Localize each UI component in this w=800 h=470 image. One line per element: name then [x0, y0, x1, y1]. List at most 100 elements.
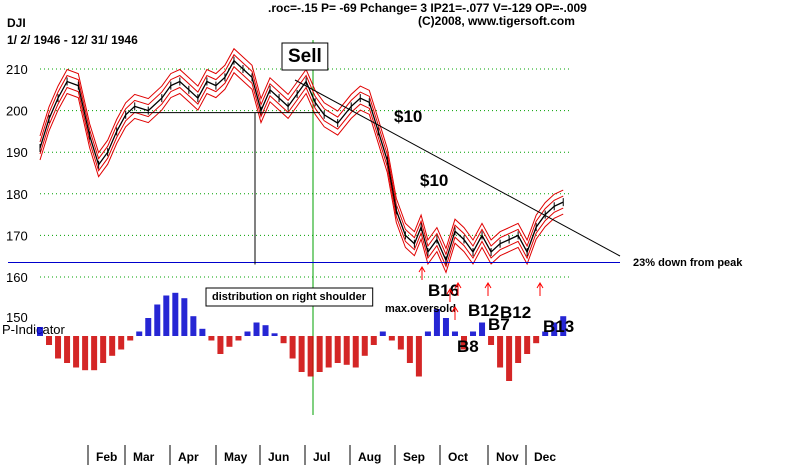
x-tick-oct: Oct [448, 450, 468, 464]
trendline [294, 79, 621, 257]
x-tick-nov: Nov [496, 450, 519, 464]
indicator-bar [497, 336, 504, 368]
annotation-group: Sell $10 $10 23% down from peak distribution… [205, 42, 743, 356]
x-tick-aug: Aug [358, 450, 381, 464]
x-tick-sep: Sep [403, 450, 425, 464]
lower-band-6 [39, 65, 564, 268]
buy-arrow-head [446, 288, 454, 295]
indicator-bar [271, 333, 278, 336]
indicator-bar [118, 336, 125, 350]
indicator-bar [64, 336, 71, 363]
grid-group [40, 40, 570, 415]
indicator-bar [370, 336, 377, 345]
indicator-bar [37, 327, 43, 336]
indicator-bar [343, 336, 350, 365]
indicator-bar [397, 336, 404, 350]
indicator-group [37, 292, 567, 381]
buy-arrow-head [454, 282, 462, 289]
annotation-0: Sell [288, 46, 322, 67]
x-tick-jul: Jul [313, 450, 330, 464]
y-tick-210: 210 [6, 62, 28, 77]
indicator-bar [136, 331, 143, 336]
indicator-bar [442, 318, 449, 336]
annotation-7: B12 [468, 301, 499, 320]
indicator-bar [415, 336, 422, 377]
y-tick-170: 170 [6, 228, 28, 243]
indicator-bar [325, 336, 332, 368]
indicator-bar [280, 336, 287, 344]
indicator-bar [361, 336, 368, 356]
indicator-bar [433, 309, 440, 336]
indicator-bar [406, 336, 413, 363]
indicator-bar [181, 298, 188, 336]
indicator-bar [542, 331, 549, 336]
indicator-bar [515, 336, 522, 363]
date-range-label: 1/ 2/ 1946 - 12/ 31/ 1946 [7, 33, 138, 47]
indicator-bar [316, 336, 323, 372]
indicator-bar [551, 322, 558, 336]
indicator-bar [470, 331, 477, 336]
annotation-8: B7 [488, 315, 510, 334]
indicator-bar [55, 336, 62, 359]
indicator-title: P-Indicator [2, 322, 66, 337]
y-tick-160: 160 [6, 270, 28, 285]
y-tick-200: 200 [6, 104, 28, 119]
x-tick-mar: Mar [133, 450, 155, 464]
indicator-bar [524, 336, 531, 354]
annotation-1: $10 [394, 107, 422, 126]
indicator-bar [307, 336, 314, 377]
indicator-bar [488, 336, 495, 345]
indicator-bar [145, 318, 152, 336]
indicator-bar [217, 336, 224, 354]
x-tick-jun: Jun [268, 450, 289, 464]
indicator-bar [479, 322, 486, 336]
price-group [8, 56, 621, 265]
upper-band-6 [39, 53, 564, 256]
lower-band-12 [39, 71, 564, 274]
buy-arrow-head [451, 306, 459, 313]
x-tick-may: May [224, 450, 248, 464]
annotation-4: distribution on right shoulder [212, 291, 367, 303]
buy-arrow-head [536, 282, 544, 289]
buy-arrow-head [484, 282, 492, 289]
y-tick-190: 190 [6, 145, 28, 160]
buy-arrow-head [418, 266, 426, 273]
indicator-bar [91, 336, 98, 371]
indicator-bar [208, 336, 215, 341]
annotation-9: B12 [500, 303, 531, 322]
indicator-bar [190, 316, 197, 336]
indicator-bar [127, 336, 134, 341]
y-tick-150: 150 [6, 310, 28, 325]
annotation-box-4 [205, 287, 374, 307]
indicator-bar [163, 295, 170, 336]
annotation-6: max.oversold [385, 303, 456, 315]
y-tick-180: 180 [6, 187, 28, 202]
indicator-bar [226, 336, 233, 347]
indicator-bar [298, 336, 305, 372]
annotation-2: $10 [420, 171, 448, 190]
indicator-bar [352, 336, 359, 368]
annotation-10: B8 [457, 337, 479, 356]
indicator-bar [334, 336, 341, 363]
upper-band-12 [39, 47, 564, 250]
indicator-bar [253, 322, 260, 336]
indicator-bar [379, 331, 386, 336]
indicator-bar [388, 336, 395, 341]
indicator-bar [82, 336, 89, 371]
indicator-bar [100, 336, 107, 363]
indicator-bar [262, 325, 269, 336]
indicator-bar [172, 292, 179, 336]
x-tick-dec: Dec [534, 450, 556, 464]
x-tick-feb: Feb [96, 450, 117, 464]
ticker-label: DJI [7, 16, 26, 30]
indicator-bar [109, 336, 116, 356]
annotation-11: B13 [543, 317, 574, 336]
indicator-bar [46, 336, 53, 345]
indicator-bar [533, 336, 540, 344]
indicator-bar [73, 336, 80, 368]
x-tick-apr: Apr [178, 450, 199, 464]
annotation-box-0 [281, 42, 329, 71]
